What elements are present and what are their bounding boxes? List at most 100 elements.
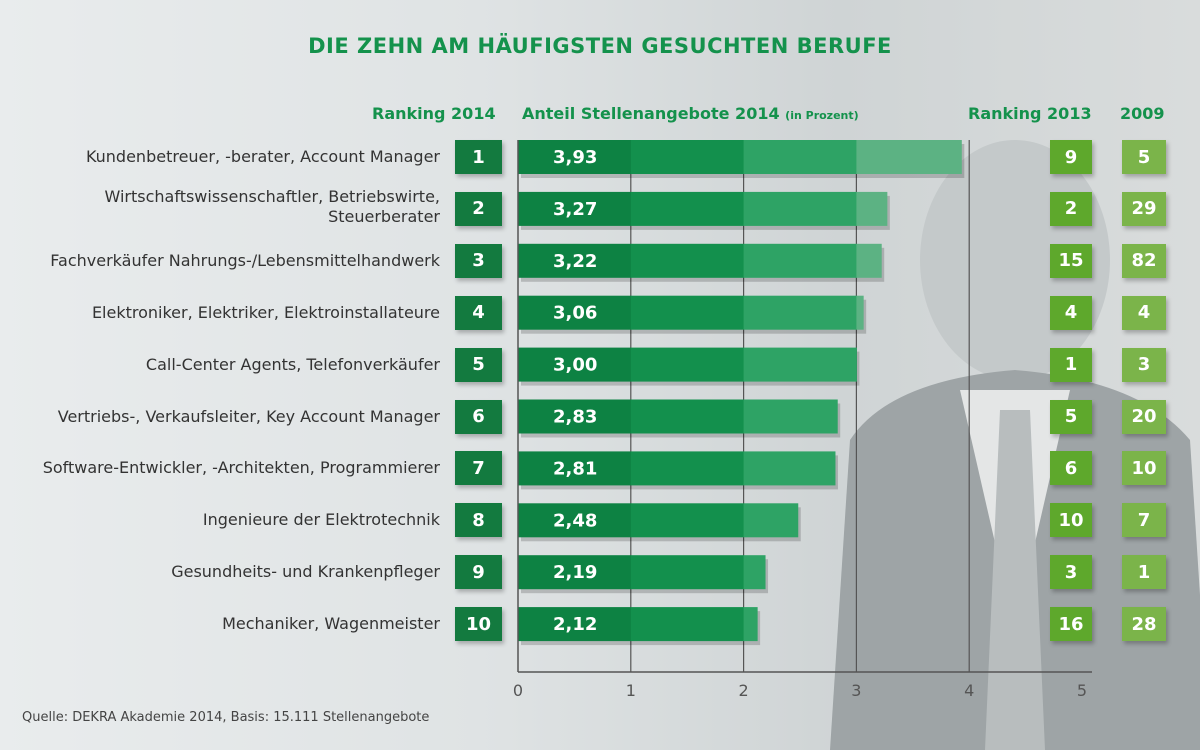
header-ranking-2013: Ranking 2013 <box>968 104 1092 123</box>
rank-2009-badge: 4 <box>1122 295 1166 330</box>
rank-2014-badge: 3 <box>455 243 502 278</box>
bar-segment <box>518 607 632 642</box>
bar <box>518 347 860 386</box>
bar-segment <box>518 191 632 226</box>
rank-2013-badge: 2 <box>1050 191 1092 226</box>
category-label: Mechaniker, Wagenmeister <box>222 614 440 634</box>
rank-2009-badge: 20 <box>1122 399 1166 434</box>
rank-2013-badge: 9 <box>1050 140 1092 174</box>
rank-2013-badge: 6 <box>1050 451 1092 486</box>
bar-segment <box>630 191 745 226</box>
bar-segment <box>743 243 857 278</box>
x-tick-label: 2 <box>739 681 749 700</box>
x-tick-label: 3 <box>851 681 861 700</box>
bar <box>518 555 769 594</box>
x-tick-label: 5 <box>1077 681 1087 700</box>
value-label: 3,27 <box>553 199 597 220</box>
x-tick-label: 4 <box>964 681 974 700</box>
bar-segment <box>518 399 632 434</box>
bar-segment <box>743 347 857 382</box>
bar-segment <box>518 140 632 174</box>
bar <box>518 191 890 230</box>
category-label: Fachverkäufer Nahrungs-/Lebensmittelhand… <box>50 250 440 270</box>
rank-2009-badge: 3 <box>1122 347 1166 382</box>
category-label: Ingenieure der Elektrotechnik <box>202 510 440 530</box>
rank-2009-badge: 10 <box>1122 451 1166 486</box>
bar-segment <box>630 503 745 538</box>
value-label: 3,00 <box>553 355 597 376</box>
rank-2013-badge: 10 <box>1050 503 1092 538</box>
header-share-unit: (in Prozent) <box>785 109 859 122</box>
bar-segment <box>856 295 864 330</box>
bar <box>518 295 867 334</box>
value-label: 3,93 <box>553 147 597 168</box>
chart-title: DIE ZEHN AM HÄUFIGSTEN GESUCHTEN BERUFE <box>308 34 892 58</box>
rank-2014-badge: 9 <box>455 555 502 590</box>
bar-segment <box>518 347 632 382</box>
rank-2013-badge: 3 <box>1050 555 1092 590</box>
bar-segment <box>630 295 745 330</box>
rank-2014-badge: 4 <box>455 295 502 330</box>
bar-segment <box>743 607 758 642</box>
bar-segment <box>630 140 745 174</box>
header-share-label: Anteil Stellenangebote 2014 <box>522 104 780 123</box>
value-label: 2,81 <box>553 458 597 479</box>
rank-2009-badge: 82 <box>1122 243 1166 278</box>
bar-segment <box>630 399 745 434</box>
rank-2014-badge: 7 <box>455 451 502 486</box>
rank-2014-badge: 6 <box>455 399 502 434</box>
bar-segment <box>743 503 799 538</box>
value-label: 3,22 <box>553 251 597 272</box>
bar-segment <box>630 555 745 590</box>
bar-segment <box>630 243 745 278</box>
value-label: 3,06 <box>553 303 597 324</box>
bar-segment <box>856 191 888 226</box>
value-label: 2,12 <box>553 614 597 635</box>
rank-2014-badge: 8 <box>455 503 502 538</box>
category-label: Vertriebs-, Verkaufsleiter, Key Account … <box>57 406 440 426</box>
rank-2013-badge: 1 <box>1050 347 1092 382</box>
bar-segment <box>518 451 632 486</box>
source-note: Quelle: DEKRA Akademie 2014, Basis: 15.1… <box>22 710 430 725</box>
category-label: Gesundheits- und Krankenpfleger <box>171 562 440 582</box>
bar <box>518 503 801 542</box>
bar-segment <box>743 191 857 226</box>
bar <box>518 451 838 490</box>
header-ranking-2014: Ranking 2014 <box>372 104 496 123</box>
bar-segment <box>630 607 745 642</box>
rank-2009-badge: 28 <box>1122 607 1166 642</box>
rank-2009-badge: 1 <box>1122 555 1166 590</box>
bar-segment <box>743 451 836 486</box>
bar-segment <box>743 140 857 174</box>
rank-2009-badge: 29 <box>1122 191 1166 226</box>
rank-2014-badge: 2 <box>455 191 502 226</box>
rank-2013-badge: 15 <box>1050 243 1092 278</box>
rank-2014-badge: 10 <box>455 607 502 642</box>
bar-segment <box>518 243 632 278</box>
category-label: Wirtschaftswissenschaftler, Betriebswirt… <box>104 186 441 226</box>
header-share: Anteil Stellenangebote 2014 (in Prozent) <box>522 104 859 123</box>
value-label: 2,83 <box>553 407 597 428</box>
bar-segment <box>518 503 632 538</box>
rank-2013-badge: 16 <box>1050 607 1092 642</box>
bar-segment <box>743 399 838 434</box>
category-label: Software-Entwickler, -Architekten, Progr… <box>42 458 440 478</box>
bar-segment <box>856 140 962 174</box>
value-label: 2,19 <box>553 562 597 583</box>
rank-2009-badge: 5 <box>1122 140 1166 174</box>
value-label: 2,48 <box>553 510 597 531</box>
rank-2014-badge: 5 <box>455 347 502 382</box>
bar-segment <box>856 243 882 278</box>
bar-segment <box>743 555 766 590</box>
category-label: Elektroniker, Elektriker, Elektroinstall… <box>91 302 440 322</box>
bar <box>518 243 885 282</box>
bar-segment <box>630 347 745 382</box>
bar <box>518 399 841 438</box>
bar-segment <box>743 295 857 330</box>
bar <box>518 607 761 646</box>
bar-segment <box>518 295 632 330</box>
rank-2014-badge: 1 <box>455 140 502 174</box>
rank-2009-badge: 7 <box>1122 503 1166 538</box>
category-label: Call-Center Agents, Telefonverkäufer <box>145 354 440 374</box>
